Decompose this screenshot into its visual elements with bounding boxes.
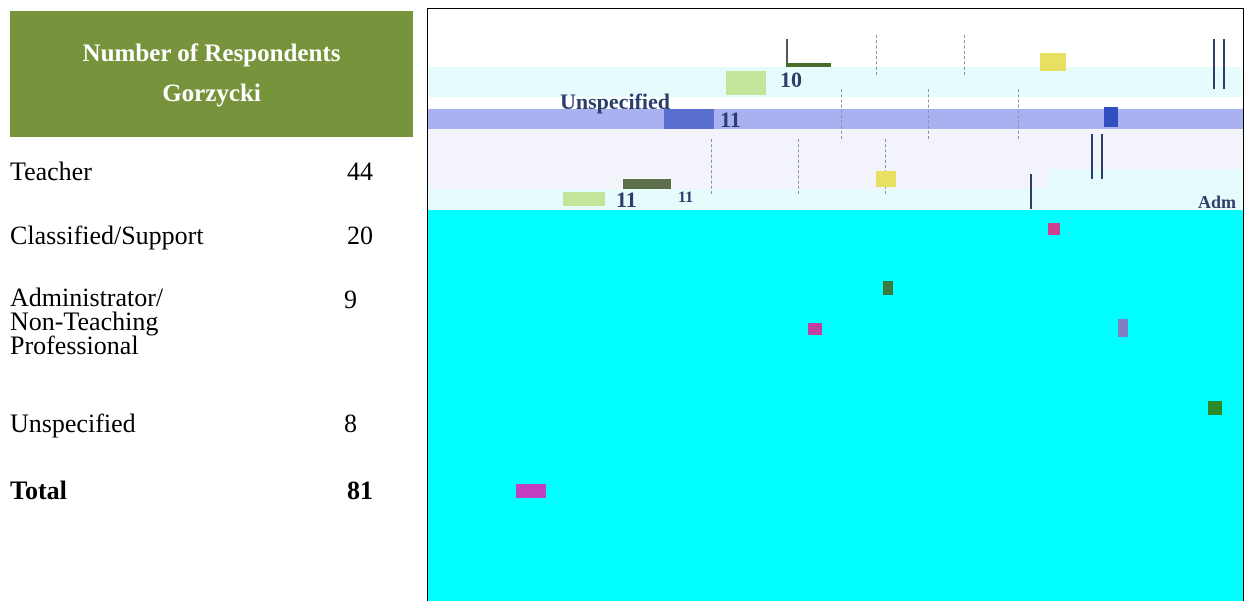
noise-speck bbox=[883, 281, 893, 295]
light-band bbox=[428, 67, 1243, 97]
label-fragment: Adm bbox=[1198, 192, 1237, 212]
gridline bbox=[798, 139, 799, 194]
periwinkle-band bbox=[428, 109, 1243, 129]
table-header-title: Number of Respondents bbox=[82, 40, 341, 67]
gridline bbox=[876, 35, 877, 75]
label-fragment: 10 bbox=[780, 67, 802, 92]
table-header: Number of Respondents Gorzycki bbox=[10, 11, 413, 137]
label-fragment: 11 bbox=[678, 189, 694, 206]
noise-speck bbox=[1208, 401, 1222, 415]
noise-speck bbox=[1048, 223, 1060, 235]
axis-line bbox=[1223, 39, 1225, 89]
row-label: Classified/Support bbox=[10, 221, 204, 250]
axis-line bbox=[1030, 174, 1032, 209]
table-header-school: Gorzycki bbox=[162, 80, 261, 107]
row-value: 8 bbox=[344, 409, 357, 438]
bar-fragment bbox=[664, 109, 714, 129]
bar-fragment bbox=[623, 179, 671, 189]
noise-speck bbox=[876, 171, 896, 187]
label-fragment: 11 bbox=[720, 107, 741, 132]
cyan-corruption-area bbox=[428, 210, 1243, 601]
row-label: Teacher bbox=[10, 157, 92, 186]
gridline bbox=[964, 35, 965, 75]
gridline bbox=[885, 139, 886, 194]
row-value: 44 bbox=[347, 157, 373, 186]
noise-speck bbox=[516, 484, 546, 498]
corrupted-chart-image: Unspecified 10 11 11 11 ators 8 25 Adm bbox=[427, 8, 1244, 601]
bar-fragment bbox=[726, 71, 766, 95]
label-fragment: 11 bbox=[616, 187, 637, 212]
bar-fragment bbox=[786, 63, 831, 67]
row-label: Administrator/ Non-Teaching Professional bbox=[10, 283, 164, 360]
axis-line bbox=[1101, 134, 1103, 179]
row-value: 9 bbox=[344, 285, 357, 314]
gridline bbox=[1018, 89, 1019, 139]
noise-speck bbox=[808, 323, 822, 335]
light-band-3 bbox=[1048, 169, 1243, 209]
total-label: Total bbox=[10, 476, 67, 505]
gridline bbox=[711, 139, 712, 194]
noise-speck bbox=[1104, 107, 1118, 127]
axis-line bbox=[1213, 39, 1215, 89]
total-value: 81 bbox=[347, 476, 373, 505]
row-label: Unspecified bbox=[10, 409, 136, 438]
noise-speck bbox=[1040, 53, 1066, 71]
bar-fragment bbox=[563, 192, 605, 206]
bar-fragment bbox=[786, 39, 788, 67]
noise-speck bbox=[1118, 319, 1128, 337]
light-band-2 bbox=[428, 189, 1243, 211]
row-value: 20 bbox=[347, 221, 373, 250]
gridline bbox=[928, 89, 929, 139]
axis-line bbox=[1091, 134, 1093, 179]
gridline bbox=[841, 89, 842, 139]
label-fragment: Unspecified bbox=[560, 89, 670, 114]
